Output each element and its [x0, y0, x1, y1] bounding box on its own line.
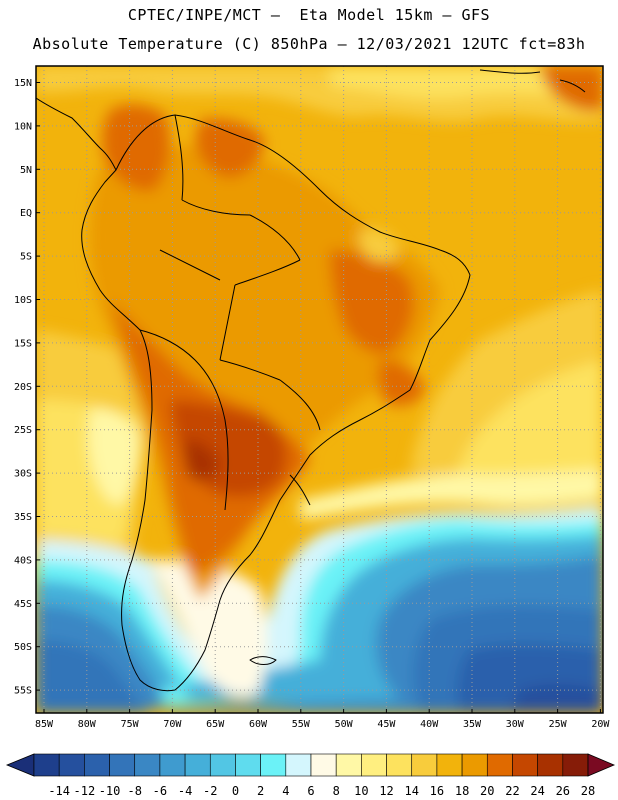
colorbar-swatch — [209, 753, 236, 777]
lon-label: 70W — [163, 719, 182, 730]
colorbar-label: -8 — [128, 784, 142, 798]
colorbar-swatch — [184, 753, 211, 777]
colorbar-label: 8 — [333, 784, 340, 798]
colorbar-swatch — [335, 753, 362, 777]
colorbar-swatch — [562, 753, 589, 777]
lat-label: 55S — [14, 686, 32, 697]
colorbar-label: -12 — [74, 784, 96, 798]
lat-label: 20S — [14, 382, 32, 393]
lon-label: 30W — [506, 719, 525, 730]
country-borders — [139, 114, 321, 511]
lat-label: 35S — [14, 512, 32, 523]
lat-label: 25S — [14, 425, 32, 436]
colorbar-swatch — [285, 753, 312, 777]
colorbar-label: 6 — [307, 784, 314, 798]
lon-label: 25W — [549, 719, 568, 730]
colorbar-swatch — [486, 753, 513, 777]
colorbar-swatch — [58, 753, 85, 777]
lon-label: 40W — [420, 719, 439, 730]
colorbar-swatch — [260, 753, 287, 777]
lon-label: 85W — [35, 719, 54, 730]
lat-label: 10S — [14, 295, 32, 306]
colorbar-label: 14 — [405, 784, 419, 798]
colorbar-label: -14 — [48, 784, 70, 798]
lat-label: EQ — [20, 208, 32, 219]
falkland-islands — [249, 656, 277, 665]
lon-label: 55W — [292, 719, 311, 730]
colorbar-swatch — [411, 753, 438, 777]
colorbar-label: -2 — [203, 784, 217, 798]
colorbar-swatch — [235, 753, 261, 777]
colorbar-label: 2 — [257, 784, 264, 798]
colorbar-swatch — [361, 753, 387, 777]
lon-label: 65W — [206, 719, 225, 730]
colorbar-label: 0 — [232, 784, 239, 798]
central-america-coast — [36, 97, 117, 171]
colorbar-swatch — [159, 753, 186, 777]
colorbar-swatch — [33, 753, 60, 777]
lon-label: 20W — [591, 719, 610, 730]
lat-label: 10N — [14, 121, 32, 132]
map-frame — [35, 65, 604, 714]
colorbar: -14 -12 -10 -8 -6 -4 -2 0 2 4 6 8 10 12 14 16 18 20 22 24 26… — [5, 753, 616, 798]
lon-label: 75W — [121, 719, 140, 730]
colorbar-swatch — [310, 753, 337, 777]
colorbar-label: 18 — [455, 784, 469, 798]
colorbar-label: 4 — [282, 784, 289, 798]
latitude-labels: 15N 10N 5N EQ 5S 10S 15S 20S 25S 30S 35S 40S 45S 50S 5… — [14, 78, 40, 697]
map-subtitle: Absolute Temperature (C) 850hPa – 12/03/… — [32, 35, 586, 53]
lon-label: 45W — [377, 719, 396, 730]
colorbar-swatch — [512, 753, 538, 777]
colorbar-label: 10 — [354, 784, 368, 798]
colorbar-swatch — [134, 753, 161, 777]
lon-label: 50W — [335, 719, 354, 730]
colorbar-label: 28 — [581, 784, 595, 798]
colorbar-swatch — [461, 753, 488, 777]
lat-label: 45S — [14, 599, 32, 610]
lat-label: 15N — [14, 78, 32, 89]
lat-lon-grid — [36, 66, 603, 713]
colorbar-label: -4 — [178, 784, 192, 798]
lon-label: 60W — [249, 719, 268, 730]
colorbar-label: 20 — [480, 784, 494, 798]
colorbar-swatch — [84, 753, 110, 777]
longitude-labels: 85W 80W 75W 70W 65W 60W 55W 50W 45W 40W 35W 30W 25W 2… — [35, 709, 610, 730]
colorbar-label: -6 — [153, 784, 167, 798]
south-america-coast — [81, 114, 471, 692]
map-title: CPTEC/INPE/MCT – Eta Model 15km – GFS — [127, 6, 491, 24]
caribbean-islands — [479, 69, 586, 93]
colorbar-label: 22 — [505, 784, 519, 798]
colorbar-arrow-low — [5, 753, 35, 777]
colorbar-swatch — [109, 753, 136, 777]
colorbar-label: 16 — [430, 784, 444, 798]
colorbar-swatch — [537, 753, 564, 777]
colorbar-label: 24 — [530, 784, 544, 798]
lat-label: 50S — [14, 642, 32, 653]
lat-label: 5N — [20, 165, 32, 176]
coastline-borders — [36, 69, 586, 692]
colorbar-label: 26 — [556, 784, 570, 798]
lat-label: 15S — [14, 338, 32, 349]
lon-label: 80W — [78, 719, 97, 730]
colorbar-swatch — [436, 753, 463, 777]
lat-label: 40S — [14, 555, 32, 566]
colorbar-label: 12 — [379, 784, 393, 798]
colorbar-label: -10 — [99, 784, 121, 798]
lat-label: 5S — [20, 252, 32, 263]
colorbar-arrow-high — [587, 753, 616, 777]
colorbar-swatch — [386, 753, 413, 777]
lat-label: 30S — [14, 469, 32, 480]
temperature-field — [36, 66, 603, 713]
lon-label: 35W — [463, 719, 482, 730]
